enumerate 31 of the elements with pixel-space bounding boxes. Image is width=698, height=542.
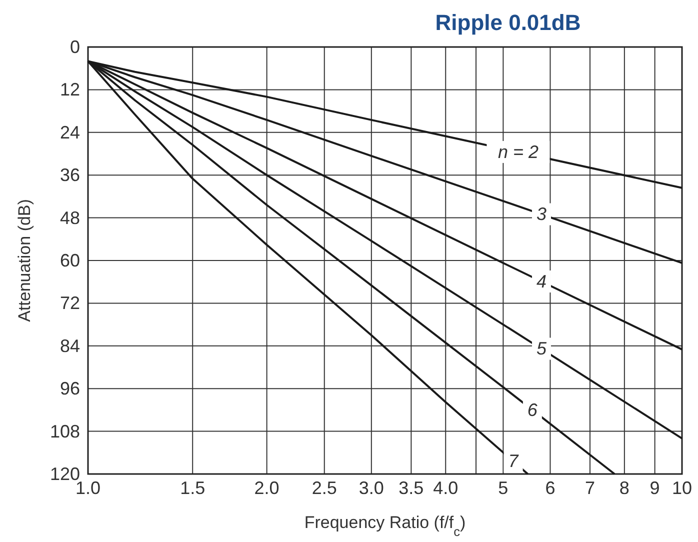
x-tick-label: 6: [545, 478, 556, 498]
y-tick-label: 48: [60, 208, 80, 228]
annotation: 6: [527, 400, 538, 420]
y-tick-label: 24: [60, 122, 80, 142]
x-tick-label: 7: [584, 478, 595, 498]
annotation: n = 2: [498, 142, 538, 162]
y-tick-label: 108: [50, 421, 80, 442]
y-tick-label: 36: [60, 165, 80, 186]
y-tick-label: 60: [60, 250, 80, 270]
x-tick-label: 4.0: [433, 478, 458, 498]
x-tick-label: 5: [498, 478, 508, 498]
x-axis-title: Frequency Ratio (f/f$_{c}$): [304, 513, 466, 538]
y-tick-label: 0: [70, 37, 80, 57]
y-tick-label: 96: [60, 378, 80, 399]
y-tick-label: 72: [60, 293, 80, 314]
x-tick-label: 1.5: [180, 478, 206, 498]
x-tick-label: 3.0: [358, 478, 384, 498]
x-tick-label: 8: [619, 478, 630, 498]
y-tick-label: 84: [60, 336, 80, 356]
chart-title: Ripple 0.01dB: [435, 10, 581, 35]
x-tick-label: 2.0: [254, 478, 280, 498]
x-tick-label: 3.5: [398, 478, 424, 498]
y-tick-label: 12: [60, 80, 80, 100]
x-tick-label: 9: [650, 478, 660, 498]
annotation: 4: [536, 271, 546, 292]
y-axis-title: Attenuation (dB): [15, 199, 34, 322]
annotation: 7: [508, 451, 520, 472]
annotation: 3: [536, 204, 546, 224]
x-tick-label: 10: [672, 478, 692, 498]
x-tick-label: 2.5: [312, 478, 337, 498]
annotation: 5: [536, 338, 548, 359]
